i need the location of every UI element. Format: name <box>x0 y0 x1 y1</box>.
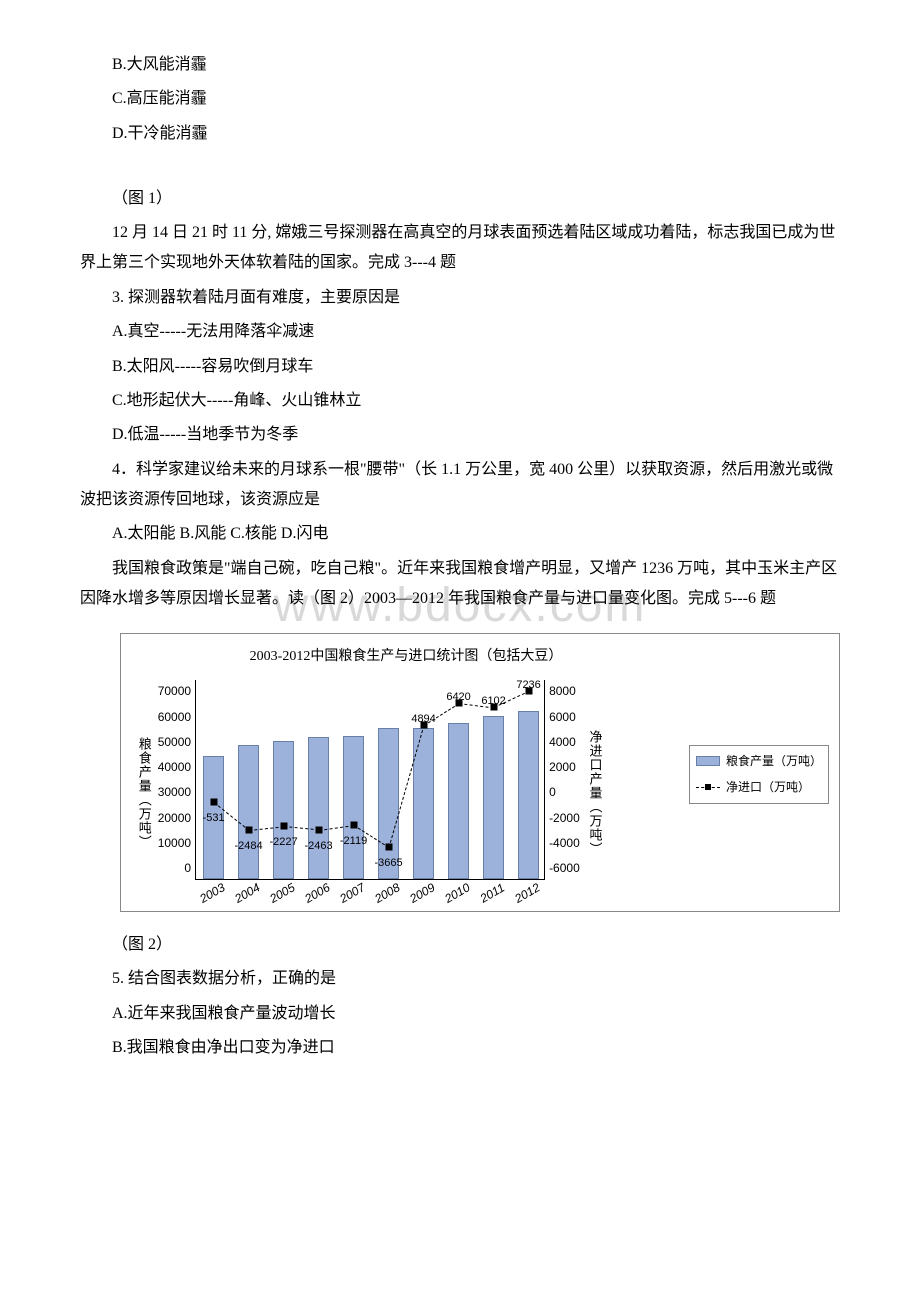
q3-option-c: C.地形起伏大-----角峰、火山锥林立 <box>80 386 840 416</box>
plot-area: -531-2484-2227-2463-2119-366548946420610… <box>195 680 545 880</box>
y-right-axis-label: 净进口产量（万吨） <box>580 680 607 905</box>
figure1-label: （图 1） <box>80 184 840 214</box>
y-left-ticks: 700006000050000400003000020000100000 <box>158 680 195 880</box>
q3-option-b: B.太阳风-----容易吹倒月球车 <box>80 352 840 382</box>
q4-stem: 4．科学家建议给未来的月球系一根"腰带"（长 1.1 万公里，宽 400 公里）… <box>80 455 840 516</box>
chart-marker <box>210 799 217 806</box>
chart-marker <box>315 826 322 833</box>
y-right-ticks: 80006000400020000-2000-4000-6000 <box>545 680 580 880</box>
chart-bar <box>238 745 259 879</box>
chart-bar <box>483 716 504 879</box>
line-swatch-icon <box>696 787 720 788</box>
passage-grain: 我国粮食政策是"端自己碗，吃自己粮"。近年来我国粮食增产明显，又增产 1236 … <box>80 554 840 615</box>
document-body: B.大风能消霾 C.高压能消霾 D.干冷能消霾 （图 1） 12 月 14 日 … <box>80 50 840 1064</box>
chart-marker <box>385 843 392 850</box>
chart-marker <box>245 827 252 834</box>
q2-option-c: C.高压能消霾 <box>80 84 840 114</box>
chart-title: 2003-2012中国粮食生产与进口统计图（包括大豆） <box>131 644 681 671</box>
chart-bar <box>308 737 329 879</box>
chart-marker <box>350 821 357 828</box>
legend-line-label: 净进口（万吨） <box>726 776 810 799</box>
figure2-label: （图 2） <box>80 930 840 960</box>
legend-line-item: 净进口（万吨） <box>696 776 822 799</box>
q4-options: A.太阳能 B.风能 C.核能 D.闪电 <box>80 519 840 549</box>
q2-option-b: B.大风能消霾 <box>80 50 840 80</box>
q3-stem: 3. 探测器软着陆月面有难度，主要原因是 <box>80 283 840 313</box>
chart-marker <box>280 823 287 830</box>
chart-bar <box>273 741 294 879</box>
q3-option-d: D.低温-----当地季节为冬季 <box>80 420 840 450</box>
chart-bar <box>518 711 539 880</box>
q5-option-b: B.我国粮食由净出口变为净进口 <box>80 1033 840 1063</box>
chart-bar <box>448 723 469 879</box>
x-ticks: 2003200420052006200720082009201020112012 <box>195 882 545 905</box>
q2-option-d: D.干冷能消霾 <box>80 119 840 149</box>
q3-option-a: A.真空-----无法用降落伞减速 <box>80 317 840 347</box>
chart-legend: 粮食产量（万吨） 净进口（万吨） <box>689 745 829 805</box>
legend-bar-item: 粮食产量（万吨） <box>696 750 822 773</box>
passage-chang-e3: 12 月 14 日 21 时 11 分, 嫦娥三号探测器在高真空的月球表面预选着… <box>80 218 840 279</box>
bar-swatch-icon <box>696 756 720 766</box>
legend-bar-label: 粮食产量（万吨） <box>726 750 822 773</box>
q5-option-a: A.近年来我国粮食产量波动增长 <box>80 999 840 1029</box>
figure2-chart: 2003-2012中国粮食生产与进口统计图（包括大豆） 粮食产量（万吨） 700… <box>120 633 840 912</box>
y-left-axis-label: 粮食产量（万吨） <box>131 680 158 905</box>
chart-bar <box>343 736 364 879</box>
q5-stem: 5. 结合图表数据分析，正确的是 <box>80 964 840 994</box>
